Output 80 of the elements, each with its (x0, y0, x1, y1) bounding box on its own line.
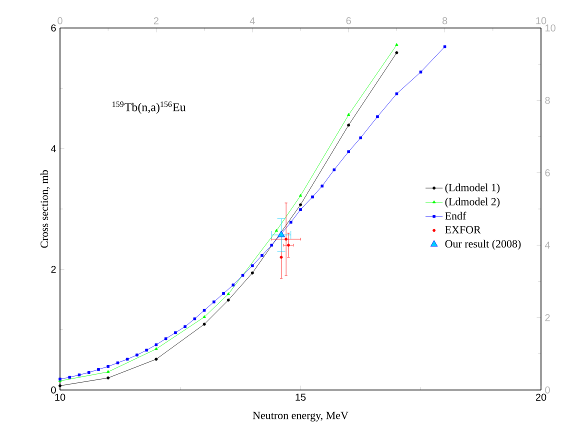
point (58, 384, 62, 388)
point (270, 244, 274, 247)
point (278, 230, 285, 238)
x2-tick-label: 0 (58, 17, 62, 24)
point (274, 228, 278, 232)
point (260, 254, 264, 257)
x-tick-label: 20 (536, 394, 546, 401)
point (443, 45, 446, 48)
y-tick-label: 6 (51, 24, 56, 32)
x2-tick-label: 10 (536, 17, 546, 24)
x-axis-title: Neutron energy, MeV (252, 412, 348, 422)
point (193, 317, 196, 320)
point (320, 184, 324, 188)
point (212, 300, 216, 304)
point (184, 325, 186, 328)
y-tick-label: 0 (51, 386, 56, 394)
point (289, 220, 292, 224)
point (68, 376, 72, 379)
point (78, 374, 81, 376)
y-tick-label: 4 (50, 145, 56, 152)
y-tick-label: 2 (51, 266, 56, 273)
y2-tick-label: 8 (545, 96, 550, 104)
legend-label: (Ldmodel 1) (445, 184, 500, 194)
point (299, 208, 302, 211)
x2-tick-label: 8 (442, 17, 448, 24)
point (222, 292, 225, 295)
point (154, 358, 158, 361)
y2-tick-label: 4 (544, 242, 550, 249)
y2-tick-label: 10 (546, 24, 556, 32)
legend-label: EXFOR (445, 226, 481, 234)
point (154, 343, 158, 346)
point (298, 194, 302, 197)
point (332, 168, 336, 172)
legend-label: (Ldmodel 2) (445, 198, 500, 208)
annotation: $^{159}$Tb(n,a)$^{156}$Eu (112, 102, 186, 114)
point (136, 354, 138, 356)
x2-tick-label: 4 (250, 17, 255, 24)
point (126, 358, 129, 361)
point (106, 365, 110, 368)
point (202, 315, 206, 318)
x2-tick-label: 6 (346, 17, 351, 24)
point (395, 43, 398, 46)
point (395, 51, 398, 54)
point (232, 284, 235, 286)
point (395, 92, 398, 96)
point (164, 337, 168, 340)
point (311, 196, 314, 198)
point (359, 136, 362, 140)
point (226, 292, 230, 296)
x2-tick-label: 2 (154, 17, 158, 24)
y-axis-title: Cross section, mb (40, 170, 50, 248)
point (251, 264, 254, 268)
point (286, 244, 290, 247)
point (202, 308, 206, 312)
point (347, 124, 350, 127)
y2-tick-label: 2 (545, 314, 550, 322)
point (284, 238, 288, 241)
legend-label: Endf (445, 212, 466, 220)
point (106, 370, 110, 373)
point (154, 347, 158, 350)
point (174, 331, 177, 334)
point (347, 113, 350, 116)
point (97, 368, 100, 371)
y2-tick-label: 6 (545, 169, 550, 176)
point (202, 322, 206, 326)
x-tick-label: 15 (296, 394, 306, 401)
point (116, 361, 120, 364)
point (226, 298, 230, 302)
point (106, 376, 110, 380)
point (250, 271, 254, 274)
y2-tick-label: 0 (545, 386, 550, 394)
point (419, 70, 422, 74)
point (299, 203, 302, 206)
point (241, 274, 244, 277)
point (347, 150, 350, 154)
point (87, 371, 90, 374)
x-tick-label: 10 (55, 394, 66, 401)
point (145, 348, 148, 352)
point (376, 115, 379, 118)
legend-label: Our result (2008) (445, 240, 521, 250)
